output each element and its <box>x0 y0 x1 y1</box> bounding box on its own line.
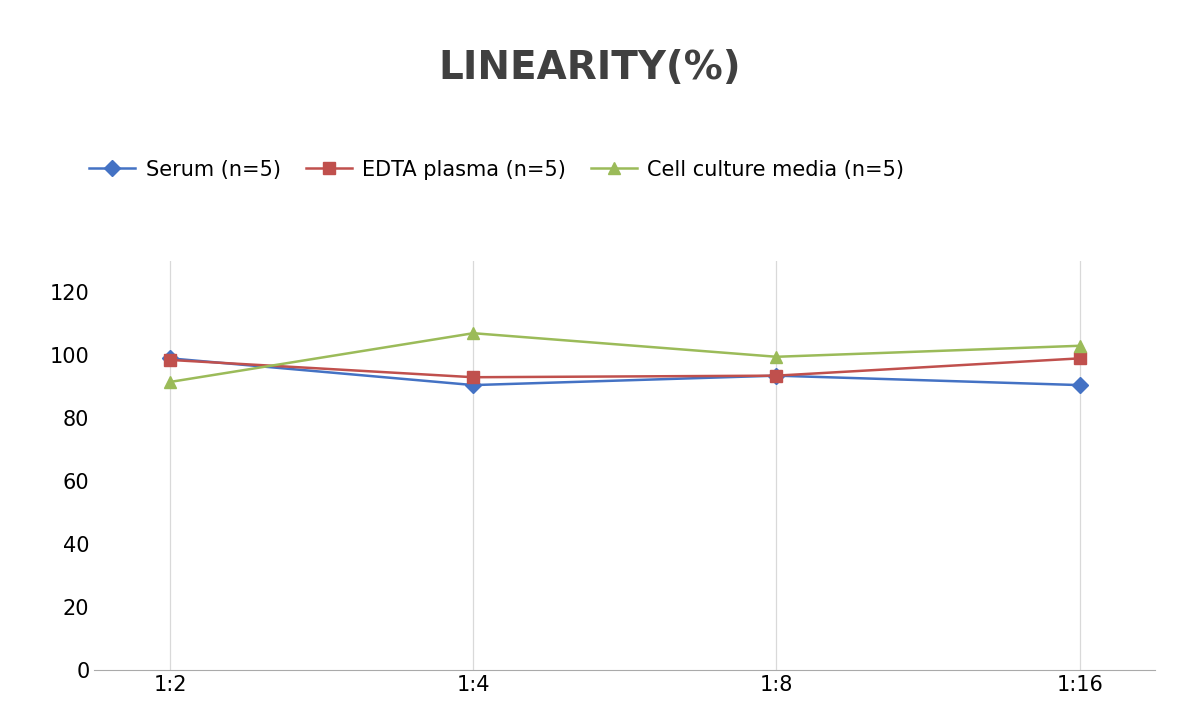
EDTA plasma (n=5) <box>1073 354 1087 362</box>
Line: EDTA plasma (n=5): EDTA plasma (n=5) <box>165 352 1085 383</box>
Cell culture media (n=5) <box>466 329 480 338</box>
EDTA plasma (n=5) <box>466 373 480 381</box>
Serum (n=5) <box>163 354 177 362</box>
Serum (n=5) <box>466 381 480 389</box>
Line: Serum (n=5): Serum (n=5) <box>165 352 1085 391</box>
Serum (n=5) <box>770 372 784 380</box>
EDTA plasma (n=5) <box>770 372 784 380</box>
Cell culture media (n=5) <box>770 352 784 361</box>
Cell culture media (n=5) <box>163 378 177 386</box>
Text: LINEARITY(%): LINEARITY(%) <box>439 49 740 87</box>
Cell culture media (n=5) <box>1073 341 1087 350</box>
Line: Cell culture media (n=5): Cell culture media (n=5) <box>164 327 1086 388</box>
Legend: Serum (n=5), EDTA plasma (n=5), Cell culture media (n=5): Serum (n=5), EDTA plasma (n=5), Cell cul… <box>81 152 913 188</box>
Serum (n=5) <box>1073 381 1087 389</box>
EDTA plasma (n=5) <box>163 356 177 364</box>
